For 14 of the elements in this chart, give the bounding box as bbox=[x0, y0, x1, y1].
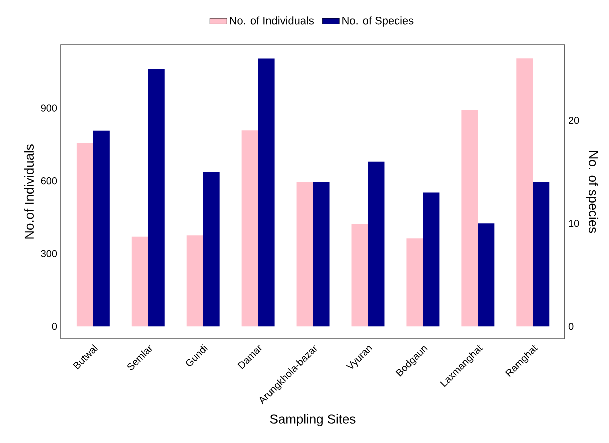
y2-tick-label: 0 bbox=[568, 323, 574, 330]
y-axis-title: No.of Individuals bbox=[24, 144, 34, 239]
legend-label: No. of Species bbox=[342, 16, 414, 27]
x-axis-title: Sampling Sites bbox=[270, 414, 356, 426]
y2-tick-label: 20 bbox=[569, 117, 580, 124]
bar bbox=[148, 69, 165, 327]
y-tick-label: 900 bbox=[41, 104, 58, 112]
y-tick-label: 0 bbox=[52, 323, 58, 330]
y-tick-label: 300 bbox=[41, 250, 58, 258]
legend-label: No. of Individuals bbox=[230, 16, 314, 25]
y2-tick-label: 10 bbox=[569, 220, 580, 228]
bar bbox=[462, 110, 478, 327]
y2-axis-title: No. of species bbox=[586, 151, 599, 234]
y-tick-label: 600 bbox=[41, 178, 58, 185]
